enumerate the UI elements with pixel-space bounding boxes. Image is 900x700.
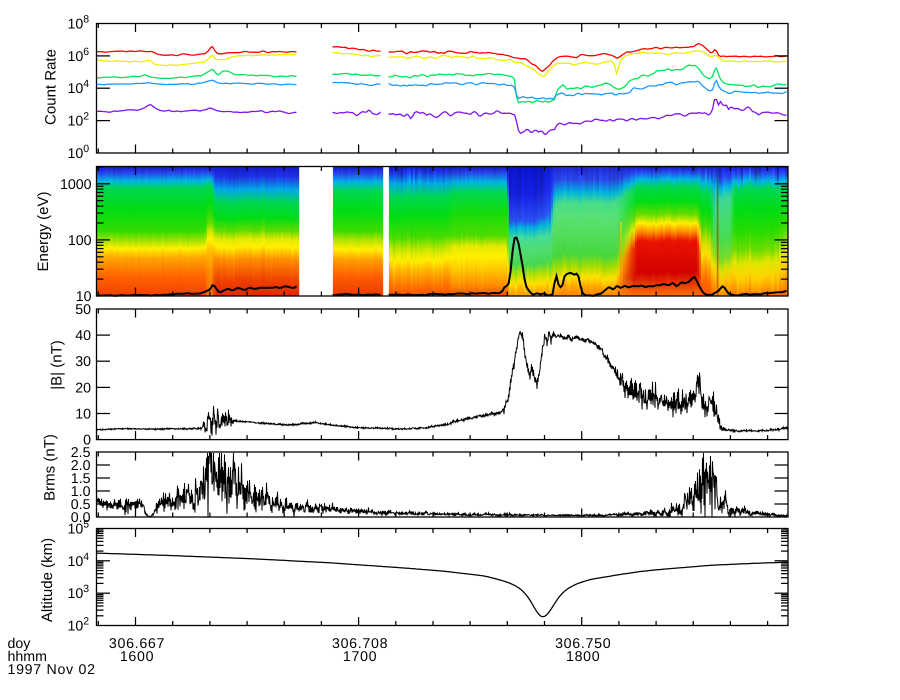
svg-text:hhmm: hhmm	[8, 649, 47, 665]
svg-text:100: 100	[68, 233, 92, 249]
svg-text:1700: 1700	[343, 649, 377, 665]
svg-text:0.5: 0.5	[71, 497, 91, 513]
svg-text:306.667: 306.667	[109, 636, 165, 652]
svg-text:|B| (nT): |B| (nT)	[49, 340, 66, 389]
svg-text:1997 Nov 02: 1997 Nov 02	[8, 662, 96, 678]
svg-text:0.0: 0.0	[71, 510, 91, 526]
svg-text:10: 10	[75, 407, 91, 423]
svg-text:306.750: 306.750	[555, 636, 611, 652]
svg-text:Brms (nT): Brms (nT)	[42, 434, 59, 501]
svg-text:2.5: 2.5	[71, 445, 91, 461]
svg-text:1.0: 1.0	[71, 484, 91, 500]
svg-text:1000: 1000	[60, 177, 92, 193]
svg-text:50: 50	[75, 302, 91, 318]
svg-text:2.0: 2.0	[71, 458, 91, 474]
svg-text:1600: 1600	[120, 649, 154, 665]
svg-text:Energy (eV): Energy (eV)	[35, 191, 52, 271]
svg-text:10: 10	[76, 289, 92, 305]
svg-text:40: 40	[75, 328, 91, 344]
svg-text:Count Rate: Count Rate	[43, 49, 60, 125]
svg-text:1.5: 1.5	[71, 471, 91, 487]
svg-text:1800: 1800	[566, 649, 600, 665]
svg-text:30: 30	[75, 354, 91, 370]
svg-text:Altitude (km): Altitude (km)	[39, 538, 56, 622]
svg-text:0: 0	[83, 433, 91, 449]
svg-text:306.708: 306.708	[332, 636, 388, 652]
svg-text:doy: doy	[8, 636, 32, 652]
svg-text:20: 20	[75, 380, 91, 396]
